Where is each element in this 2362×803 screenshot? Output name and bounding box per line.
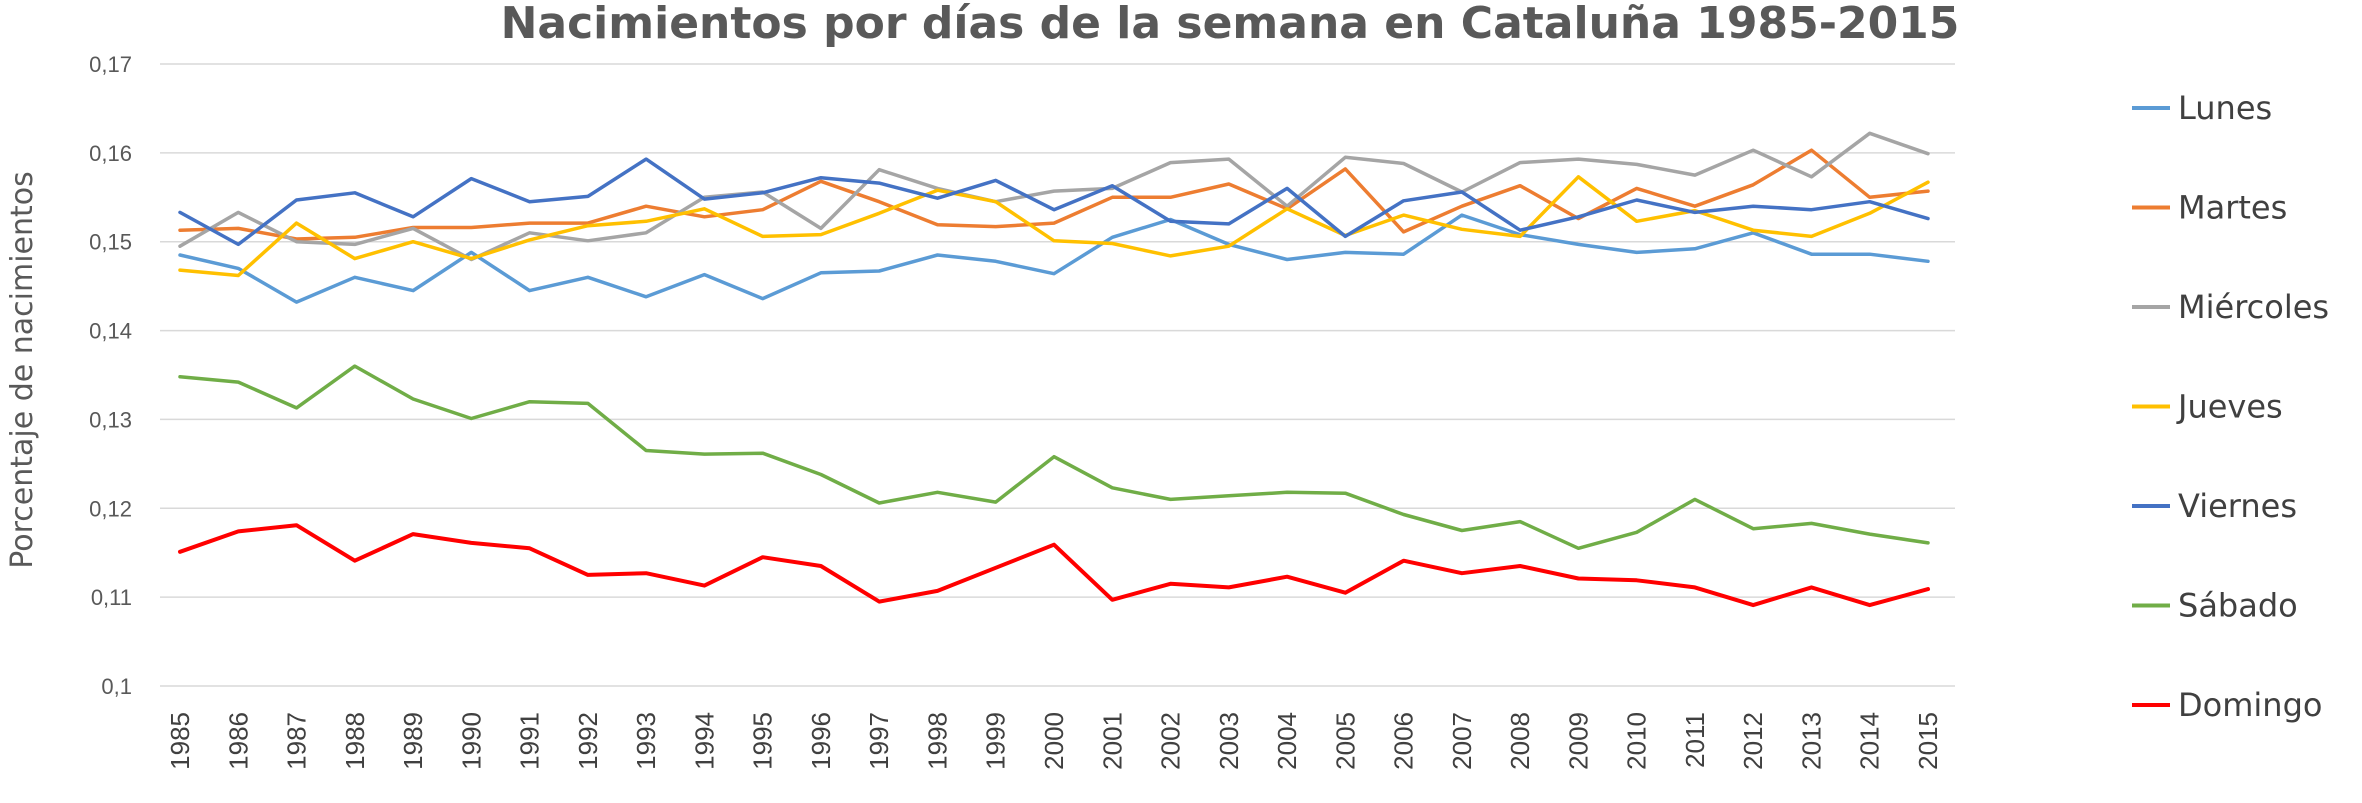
y-tick-label: 0,16 (89, 141, 132, 166)
x-tick-label: 1994 (689, 712, 719, 770)
y-tick-label: 0,17 (89, 52, 132, 77)
x-tick-label: 1990 (456, 712, 486, 770)
x-tick-label: 1987 (282, 712, 312, 770)
x-tick-label: 1985 (165, 712, 195, 770)
y-axis-ticks: 0,1 0,11 0,12 0,13 0,14 0,15 0,16 0,17 (89, 52, 132, 699)
x-tick-label: 2005 (1330, 712, 1360, 770)
legend-label: Viernes (2178, 487, 2297, 525)
y-axis-label: Porcentaje de nacimientos (5, 171, 40, 569)
series-line-6 (178, 364, 1930, 551)
series-line-7 (178, 523, 1930, 608)
x-tick-label: 1998 (922, 712, 952, 770)
x-tick-label: 1989 (398, 712, 428, 770)
x-tick-label: 1991 (515, 712, 545, 770)
legend-label: Martes (2178, 189, 2287, 227)
y-tick-label: 0,12 (89, 496, 132, 521)
legend-label: Domingo (2178, 686, 2322, 724)
series-lines (178, 131, 1930, 608)
series-line-2 (178, 148, 1930, 241)
x-tick-label: 2001 (1097, 712, 1127, 770)
y-tick-label: 0,11 (91, 585, 132, 610)
x-tick-label: 2013 (1796, 712, 1826, 770)
x-tick-label: 2010 (1622, 712, 1652, 770)
x-tick-label: 2002 (1156, 712, 1186, 770)
x-tick-label: 1992 (573, 712, 603, 770)
x-tick-label: 1997 (864, 712, 894, 770)
x-tick-label: 2011 (1680, 712, 1710, 768)
x-tick-label: 2004 (1272, 712, 1302, 770)
x-tick-label: 2014 (1855, 712, 1885, 770)
x-tick-label: 2009 (1563, 712, 1593, 770)
legend-label: Sábado (2178, 587, 2298, 625)
gridlines (160, 63, 1955, 687)
x-tick-label: 2006 (1389, 712, 1419, 770)
x-tick-label: 2015 (1913, 712, 1943, 770)
x-tick-label: 1995 (748, 712, 778, 770)
y-tick-label: 0,13 (89, 407, 132, 432)
legend-label: Miércoles (2178, 288, 2329, 326)
x-tick-label: 2008 (1505, 712, 1535, 770)
x-tick-label: 2003 (1214, 712, 1244, 770)
x-axis-ticks: 1985 1986 1987 1988 1989 1990 1991 1992 1993 1994… (165, 712, 1943, 770)
series-line-4 (178, 175, 1930, 278)
series-line-1 (178, 213, 1930, 304)
legend-label: Lunes (2178, 89, 2272, 127)
y-tick-label: 0,15 (89, 230, 132, 255)
legend: Lunes Martes Miércoles Jueves Viernes Sábado D… (2132, 89, 2329, 724)
series-line-5 (178, 157, 1930, 247)
x-tick-label: 2012 (1738, 712, 1768, 770)
y-tick-label: 0,1 (101, 674, 132, 699)
legend-label: Jueves (2176, 388, 2283, 426)
chart-title: Nacimientos por días de la semana en Cat… (501, 0, 1960, 49)
x-tick-label: 1999 (981, 712, 1011, 770)
x-tick-label: 1993 (631, 712, 661, 770)
x-tick-label: 2007 (1447, 712, 1477, 770)
x-tick-label: 1996 (806, 712, 836, 770)
y-tick-label: 0,14 (89, 319, 132, 344)
x-tick-label: 1986 (223, 712, 253, 770)
x-tick-label: 1988 (340, 712, 370, 770)
x-tick-label: 2000 (1039, 712, 1069, 770)
